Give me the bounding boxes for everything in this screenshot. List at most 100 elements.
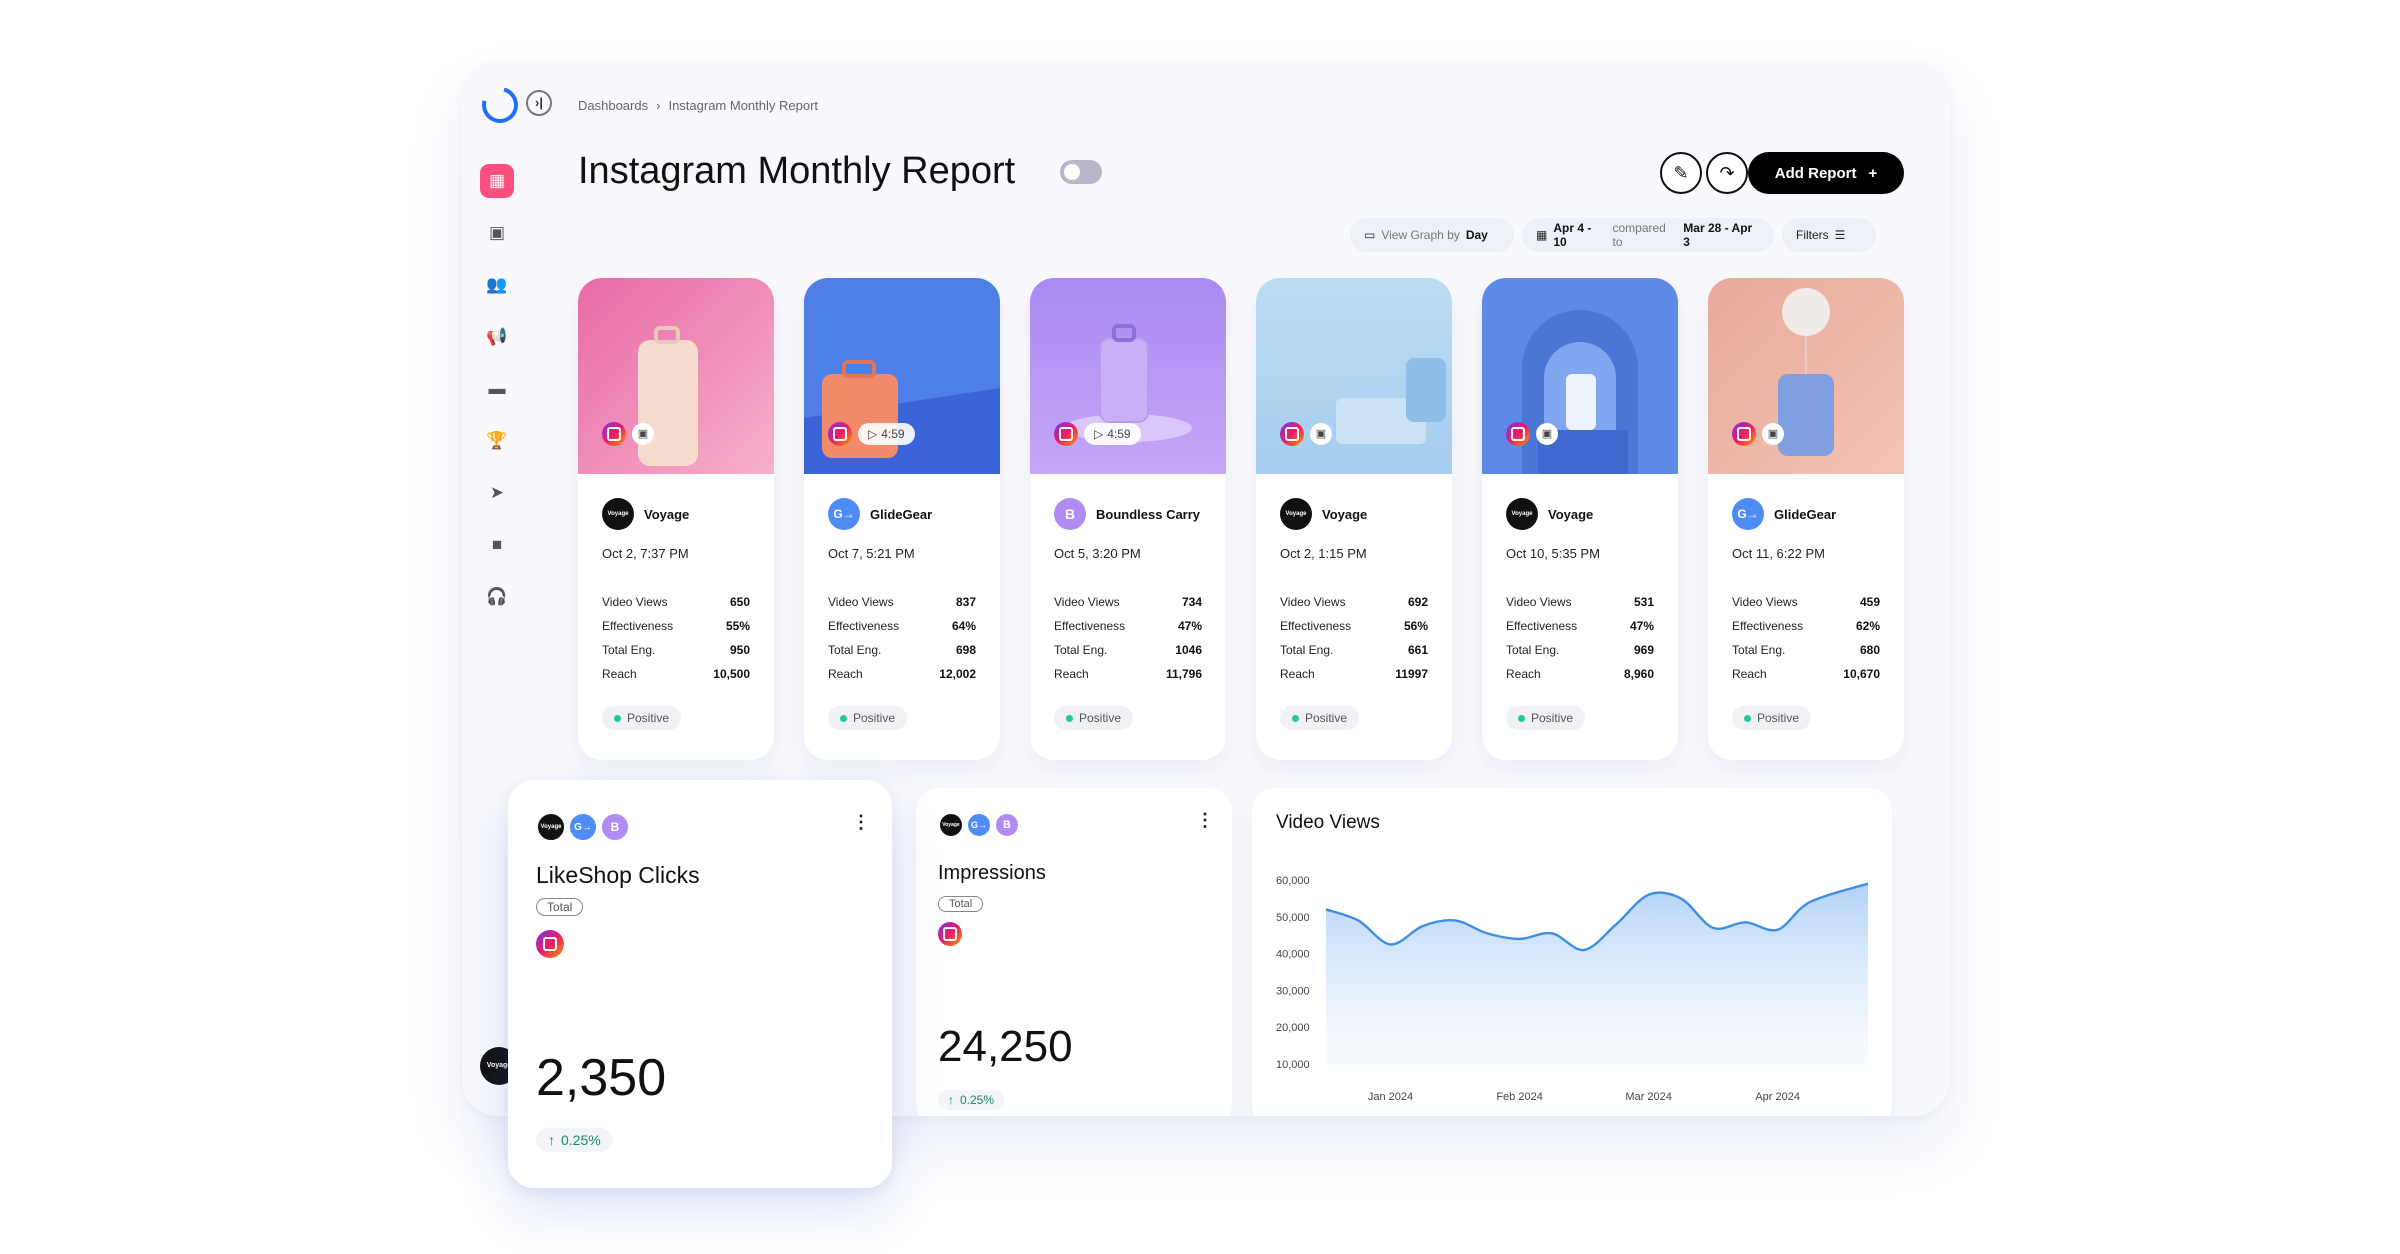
metric-row: Video Views 734: [1054, 590, 1202, 614]
post-date: Oct 5, 3:20 PM: [1054, 546, 1141, 561]
y-tick-label: 10,000: [1276, 1059, 1310, 1071]
metric-value: 55%: [725, 619, 750, 633]
metric-row: Total Eng. 950: [602, 638, 750, 662]
breadcrumb: Dashboards › Instagram Monthly Report: [578, 98, 818, 113]
video-views-widget[interactable]: Video Views 60,000 50,000 40,000 30,000 20,0…: [1252, 788, 1892, 1116]
series-line: [1325, 882, 1869, 952]
post-image: ▣: [1482, 278, 1678, 474]
positive-dot-icon: [840, 714, 847, 722]
sentiment-badge: Positive: [1054, 706, 1134, 730]
sentiment-badge: Positive: [828, 706, 908, 730]
dashboard-icon: ▦: [488, 171, 506, 190]
metric-value: 10,500: [713, 667, 750, 681]
arrow-up-icon: ↑: [948, 1093, 954, 1107]
y-tick-label: 30,000: [1276, 985, 1310, 997]
sidebar-item-campaigns[interactable]: 📢: [480, 320, 514, 354]
post-image-badges: ▣: [1506, 422, 1558, 446]
y-tick-label: 20,000: [1276, 1022, 1310, 1034]
post-image: ▷ 4:59: [804, 278, 1000, 474]
metric-label: Reach: [602, 667, 637, 681]
more-options-icon[interactable]: ⋮: [1196, 810, 1214, 830]
post-card[interactable]: ▷ 4:59 G→ GlideGear Oct 7, 5:21 PM Video …: [804, 278, 1000, 760]
instagram-icon: [1054, 422, 1078, 446]
metric-row: Video Views 459: [1732, 590, 1880, 614]
view-graph-value: Day: [1465, 228, 1488, 242]
plus-icon: +: [1868, 164, 1878, 182]
positive-dot-icon: [1292, 714, 1299, 722]
send-icon: ➤: [489, 483, 505, 502]
photo-icon: ▣: [1536, 423, 1558, 445]
filters-label: Filters: [1796, 228, 1829, 242]
sentiment-badge: Positive: [1732, 706, 1812, 730]
post-metrics: Video Views 837 Effectiveness 64% Total En…: [828, 590, 976, 686]
metric-value: 8,960: [1623, 667, 1654, 681]
metric-row: Effectiveness 47%: [1054, 614, 1202, 638]
chevron-right-icon: ›: [656, 98, 661, 113]
sidebar-item-files[interactable]: ■: [480, 528, 514, 562]
likeshop-clicks-widget[interactable]: Voyage G→ B ⋮ LikeShop Clicks Total 2,35…: [508, 780, 892, 1188]
brand-avatar: Voyage: [602, 498, 634, 530]
add-report-label: Add Report: [1774, 164, 1857, 182]
metric-row: Reach 11,796: [1054, 662, 1202, 686]
date-range-value: Apr 4 - 10: [1553, 221, 1592, 249]
metric-value: 11997: [1395, 667, 1428, 681]
metric-label: Video Views: [1506, 595, 1572, 609]
filters-button[interactable]: Filters ☰: [1782, 218, 1876, 252]
sidebar-item-awards[interactable]: 🏆: [480, 424, 514, 458]
view-graph-select[interactable]: ▭ View Graph by Day: [1350, 218, 1514, 252]
sidebar-collapse-button[interactable]: ›|: [526, 90, 552, 116]
post-card[interactable]: ▣ Voyage Voyage Oct 2, 7:37 PM Video Vie…: [578, 278, 774, 760]
post-date: Oct 2, 1:15 PM: [1280, 546, 1367, 561]
post-card[interactable]: ▣ Voyage Voyage Oct 2, 1:15 PM Video Vie…: [1256, 278, 1452, 760]
title-toggle[interactable]: [1060, 160, 1102, 184]
sidebar-item-audience[interactable]: 👥: [480, 268, 514, 302]
photo-icon: ▣: [1310, 423, 1332, 445]
metric-row: Total Eng. 680: [1732, 638, 1880, 662]
monitor-icon: ▭: [1364, 228, 1376, 242]
brand-name: Voyage: [1322, 506, 1368, 522]
sentiment-label: Positive: [1531, 711, 1574, 725]
breadcrumb-root[interactable]: Dashboards: [578, 98, 649, 113]
sidebar-item-messages[interactable]: ▬: [480, 372, 514, 406]
headphones-icon: 🎧: [486, 587, 508, 606]
app-logo[interactable]: [475, 80, 525, 130]
post-card[interactable]: ▷ 4:59 B Boundless Carry Oct 5, 3:20 PM V…: [1030, 278, 1226, 760]
view-graph-label: View Graph by: [1381, 228, 1460, 242]
post-date: Oct 7, 5:21 PM: [828, 546, 915, 561]
add-report-button[interactable]: Add Report +: [1748, 152, 1904, 194]
post-card[interactable]: ▣ Voyage Voyage Oct 10, 5:35 PM Video Vi…: [1482, 278, 1678, 760]
share-icon: ↷: [1719, 163, 1735, 183]
instagram-icon: [1732, 422, 1756, 446]
brand-avatar-boundless: B: [994, 812, 1020, 838]
sidebar-item-dashboards[interactable]: ▦: [480, 164, 514, 198]
share-button[interactable]: ↷: [1706, 152, 1748, 194]
brand-row: Voyage Voyage: [1506, 498, 1593, 530]
users-icon: 👥: [486, 275, 508, 294]
metric-value: 837: [955, 595, 976, 609]
metric-value: 11,796: [1165, 667, 1202, 681]
brand-avatar-stack: Voyage G→ B: [938, 812, 1020, 838]
impressions-widget[interactable]: Voyage G→ B ⋮ Impressions Total 24,250 ↑…: [916, 788, 1232, 1116]
date-range-picker[interactable]: ▦ Apr 4 - 10 compared to Mar 28 - Apr 3: [1522, 218, 1774, 252]
compare-range-value: Mar 28 - Apr 3: [1683, 221, 1753, 249]
sidebar-item-support[interactable]: 🎧: [480, 580, 514, 614]
metric-row: Video Views 692: [1280, 590, 1428, 614]
play-icon: ▷: [1094, 427, 1104, 441]
brand-name: GlideGear: [1774, 506, 1837, 522]
sidebar-item-publish[interactable]: ➤: [480, 476, 514, 510]
trophy-icon: 🏆: [486, 431, 508, 450]
metric-label: Total Eng.: [602, 643, 656, 657]
metric-value: 698: [955, 643, 976, 657]
sidebar-nav: ▦ ▣ 👥 📢 ▬ 🏆 ➤ ■ 🎧: [480, 164, 516, 632]
y-tick-label: 60,000: [1276, 875, 1310, 887]
edit-button[interactable]: ✎: [1660, 152, 1702, 194]
post-card[interactable]: ▣ G→ GlideGear Oct 11, 6:22 PM Video Vie…: [1708, 278, 1904, 760]
post-metrics: Video Views 692 Effectiveness 56% Total En…: [1280, 590, 1428, 686]
y-tick-label: 50,000: [1276, 912, 1310, 924]
metric-label: Effectiveness: [828, 619, 900, 633]
more-options-icon[interactable]: ⋮: [852, 812, 870, 832]
metric-row: Total Eng. 969: [1506, 638, 1654, 662]
metric-value: 734: [1181, 595, 1202, 609]
sidebar-item-media[interactable]: ▣: [480, 216, 514, 250]
x-tick-label: Jan 2024: [1368, 1091, 1413, 1103]
